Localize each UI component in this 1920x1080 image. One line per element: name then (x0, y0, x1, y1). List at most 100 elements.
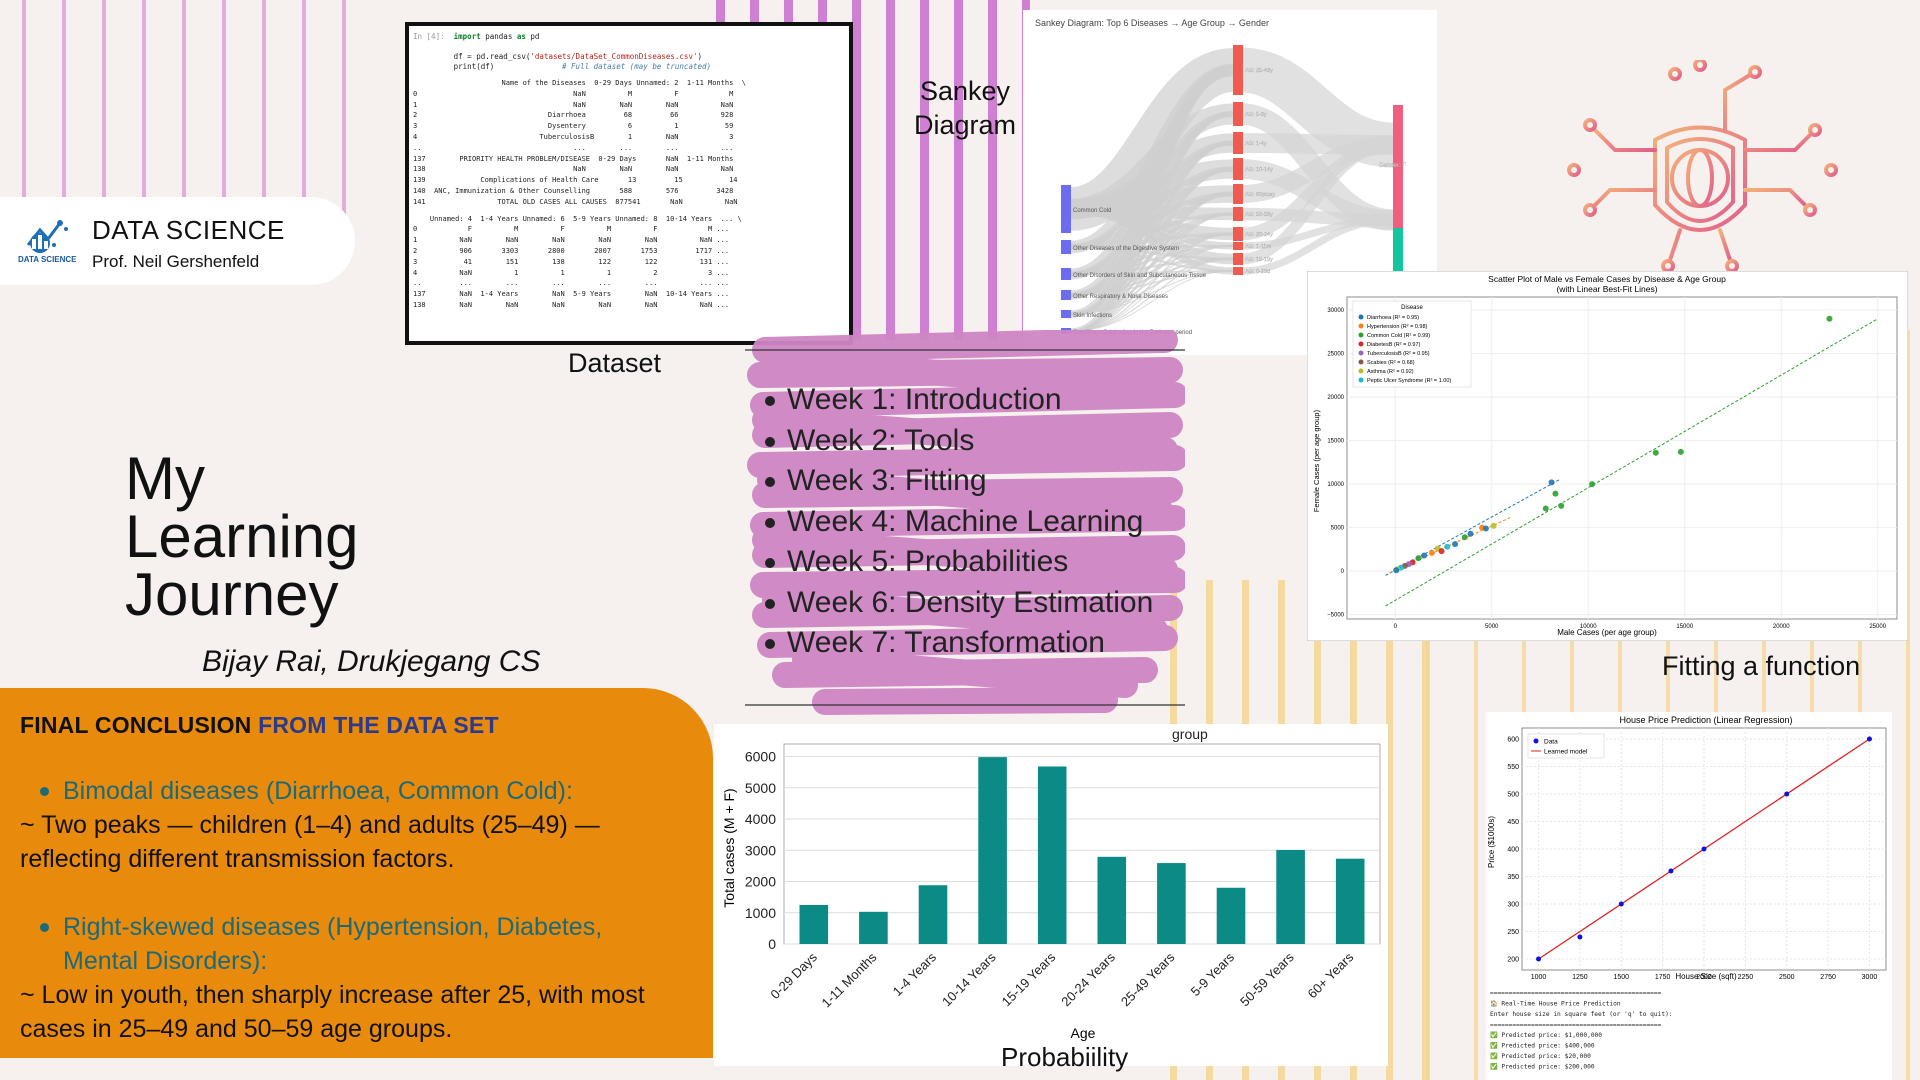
scatter-point (1438, 548, 1445, 555)
sankey-age-node (1233, 253, 1243, 265)
conclusion-points: Bimodal diseases (Diarrhoea, Common Cold… (20, 774, 680, 1046)
scatter-plot-area: 0 5000 10000 15000 20000 25000 30000 25000 20000… (1327, 296, 1898, 630)
console-line: ✅ Predicted price: $20,000 (1490, 1052, 1591, 1060)
code-text: ) (697, 52, 702, 61)
code-text: pandas (480, 32, 517, 41)
y-tick-label: 350 (1507, 874, 1519, 881)
code-text: pd (525, 32, 540, 41)
sankey-age-node (1233, 158, 1243, 180)
conclusion-title-part: FINAL CONCLUSION (20, 712, 252, 738)
sankey-link (1070, 270, 1234, 315)
x-tick-label: 10000 (1580, 624, 1597, 630)
bar (1216, 887, 1246, 944)
sankey-link (1070, 192, 1234, 333)
code-cell: In [4]: import pandas as pd df = pd.read… (409, 26, 849, 78)
title-line: Learning (125, 503, 359, 570)
bar (799, 904, 829, 944)
y-tick-label: 3000 (745, 842, 776, 858)
legend-marker (1533, 738, 1539, 744)
dataframe-output: Name of the Diseases 0-29 Days Unnamed: … (413, 79, 746, 206)
scatter-plot-figure: Scatter Plot of Male vs Female Cases by … (1307, 271, 1908, 641)
y-tick-label: 500 (1507, 792, 1519, 799)
sankey-source-node (1061, 268, 1071, 280)
sankey-title: Sankey Diagram: Top 6 Diseases → Age Gro… (1035, 18, 1269, 28)
legend-marker (1358, 332, 1364, 338)
conclusion-bullet: Right-skewed diseases (Hypertension, Dia… (20, 910, 663, 978)
x-tick-label: 1500 (1613, 974, 1629, 981)
legend-label: Diarrhoea (R² = 0.95) (1367, 315, 1419, 321)
y-tick-label: 20000 (1327, 395, 1344, 401)
x-tick-label: 5000 (1485, 624, 1499, 630)
sankey-age-label: AG: 15-19y (1245, 257, 1273, 263)
legend-title: Disease (1401, 305, 1423, 311)
bullet-dot-icon (765, 477, 775, 488)
y-tick-label: 6000 (745, 749, 776, 765)
week-label: Week 1: Introduction (787, 383, 1062, 416)
bullet-dot-icon (765, 558, 775, 569)
y-tick-label: 450 (1507, 819, 1519, 826)
bullet-dot-icon (40, 787, 49, 796)
sankey-age-label: AG: 1-11m (1245, 244, 1272, 250)
scatter-point (1542, 505, 1549, 512)
legend-label: Data (1544, 739, 1558, 746)
bar-chart-title-fragment: group (1172, 726, 1208, 742)
y-tick-label: 5000 (1331, 526, 1345, 532)
weeks-highlight-scribble (745, 330, 1185, 715)
sankey-link (1070, 270, 1234, 332)
scatter-point (1461, 534, 1468, 541)
weeks-list: Week 1: Introduction Week 2: Tools Week 3:… (765, 380, 1153, 664)
week-item: Week 4: Machine Learning (765, 502, 1153, 543)
code-prompt: In [4]: (413, 32, 445, 41)
sankey-link (1070, 67, 1234, 334)
y-tick-label: 25000 (1327, 352, 1344, 358)
title-line: Journey (125, 561, 339, 628)
scatter-point (1826, 315, 1833, 322)
week-label: Week 2: Tools (787, 423, 975, 457)
y-tick-label: 15000 (1327, 439, 1344, 445)
sankey-age-node (1233, 242, 1243, 250)
conclusion-title-part: FROM THE DATA SET (258, 712, 499, 738)
week-item: Week 3: Fitting (765, 461, 1153, 502)
regression-figure: House Price Prediction (Linear Regressio… (1486, 712, 1892, 1080)
data-point (1618, 901, 1624, 907)
sankey-link (1070, 258, 1234, 332)
bar-chart-figure: group Age Total cases (M + F) 0 1000 2000 3… (714, 724, 1388, 1066)
sankey-age-node (1233, 45, 1243, 95)
legend-label: DiabetesB (R² = 0.97) (1367, 342, 1421, 348)
bar (1037, 766, 1067, 944)
y-tick-label: 250 (1507, 929, 1519, 936)
y-tick-label: 0 (1341, 569, 1345, 575)
page-title: My Learning Journey (125, 449, 359, 628)
bar (1097, 856, 1127, 944)
conclusion-bullet-text: Right-skewed diseases (Hypertension, Dia… (63, 913, 603, 975)
console-line: ========================================… (1490, 1022, 1662, 1029)
scatter-point (1589, 481, 1596, 488)
legend-label: Hypertension (R² = 0.98) (1367, 324, 1428, 330)
y-tick-label: 10000 (1327, 482, 1344, 488)
console-line: ========================================… (1490, 990, 1662, 997)
sankey-link (1240, 216, 1394, 275)
professor-name: Prof. Neil Gershenfeld (92, 252, 260, 271)
probability-caption: Probabiility (1001, 1042, 1129, 1072)
legend-label: Peptic Ulcer Syndrome (R² = 1.00) (1367, 378, 1451, 384)
sankey-source-label: Other Diseases of the Digestive System (1073, 246, 1179, 252)
sankey-source-label: Skin Infections (1073, 313, 1112, 319)
bullet-dot-icon (40, 923, 49, 932)
sankey-source-node (1061, 310, 1071, 318)
scatter-point (1652, 449, 1659, 456)
sankey-age-node (1233, 267, 1243, 275)
logo-caption: DATA SCIENCE (18, 255, 77, 264)
y-tick-label: 2000 (745, 874, 776, 890)
conclusion-text: ~ Low in youth, then sharply increase af… (20, 981, 645, 1043)
scatter-xlabel: Male Cases (per age group) (1557, 628, 1657, 637)
code-keyword: as (516, 32, 526, 41)
code-keyword: import (453, 32, 481, 41)
caption-line: Diagram (914, 110, 1017, 140)
console-line: 🏠 Real-Time House Price Prediction (1490, 1000, 1621, 1008)
regression-xlabel: House Size (sqft) (1675, 972, 1737, 981)
console-line: Enter house size in square feet (or 'q' … (1490, 1011, 1673, 1018)
brand-title: DATA SCIENCE (92, 215, 285, 245)
code-string: 'datasets/DataSet_CommonDiseases.csv' (530, 52, 698, 61)
x-tick-label: 1000 (1531, 974, 1547, 981)
sankey-age-node (1233, 184, 1243, 204)
